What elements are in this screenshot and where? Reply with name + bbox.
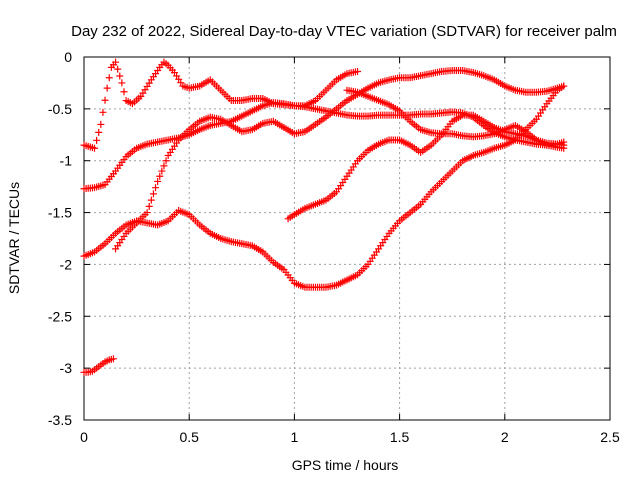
data-point (152, 184, 160, 192)
series-track-7 (284, 111, 568, 223)
data-point (145, 202, 153, 210)
data-point (103, 84, 111, 92)
y-axis-ticks: 0 -0.5 -1 -1.5 -2 -2.5 -3 -3.5 (48, 49, 610, 428)
data-point (105, 74, 113, 82)
data-point (162, 157, 170, 165)
data-point (154, 177, 162, 185)
data-point (156, 172, 164, 180)
x-tick-label: 0 (80, 429, 88, 445)
data-point (109, 355, 117, 363)
data-point (114, 65, 122, 73)
y-tick-label: -2 (60, 256, 73, 272)
x-axis-label: GPS time / hours (292, 457, 399, 473)
y-tick-label: -3.5 (48, 412, 72, 428)
data-point (560, 141, 568, 149)
chart-title: Day 232 of 2022, Sidereal Day-to-day VTE… (71, 23, 617, 40)
grid-lines (84, 57, 610, 420)
data-point (93, 136, 101, 144)
data-point (158, 167, 166, 175)
x-tick-label: 2 (501, 429, 509, 445)
y-tick-label: -3 (60, 360, 73, 376)
y-tick-label: 0 (64, 49, 72, 65)
y-tick-label: -0.5 (48, 101, 72, 117)
y-axis-label: SDTVAR / TECUs (6, 182, 22, 294)
data-point (160, 162, 168, 170)
data-point (99, 108, 107, 116)
y-tick-label: -2.5 (48, 308, 72, 324)
y-tick-label: -1.5 (48, 205, 72, 221)
data-point (143, 209, 151, 217)
x-tick-label: 1 (291, 429, 299, 445)
data-point (112, 58, 120, 66)
series-track-1 (80, 355, 117, 376)
data-point (120, 88, 128, 96)
x-axis-ticks: 0 0.5 1 1.5 2 2.5 (80, 57, 620, 445)
data-point (116, 72, 124, 80)
y-tick-label: -1 (60, 153, 73, 169)
x-tick-label: 1.5 (390, 429, 410, 445)
series-track-5 (112, 66, 568, 253)
data-point (147, 196, 155, 204)
data-point (95, 128, 103, 136)
x-tick-label: 2.5 (600, 429, 620, 445)
data-marks (80, 58, 568, 376)
data-point (149, 190, 157, 198)
data-point (354, 68, 362, 76)
series-track-2 (80, 58, 362, 152)
data-point (91, 144, 99, 152)
plot-frame (83, 56, 611, 421)
data-point (560, 82, 568, 90)
data-point (97, 120, 105, 128)
data-point (118, 79, 126, 87)
x-tick-label: 0.5 (179, 429, 199, 445)
data-point (101, 96, 109, 104)
